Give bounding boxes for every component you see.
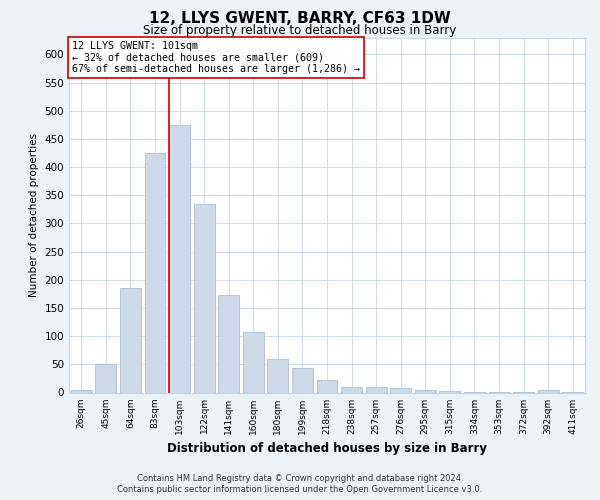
Bar: [439, 391, 460, 392]
Bar: [292, 368, 313, 392]
Bar: [71, 390, 92, 392]
Bar: [415, 390, 436, 392]
Bar: [194, 204, 215, 392]
Bar: [243, 332, 264, 392]
Text: Size of property relative to detached houses in Barry: Size of property relative to detached ho…: [143, 24, 457, 37]
Bar: [218, 295, 239, 392]
Text: 12, LLYS GWENT, BARRY, CF63 1DW: 12, LLYS GWENT, BARRY, CF63 1DW: [149, 11, 451, 26]
Bar: [538, 390, 559, 392]
Bar: [390, 388, 411, 392]
Bar: [341, 387, 362, 392]
Bar: [169, 125, 190, 392]
X-axis label: Distribution of detached houses by size in Barry: Distribution of detached houses by size …: [167, 442, 487, 455]
Bar: [317, 380, 337, 392]
Text: Contains HM Land Registry data © Crown copyright and database right 2024.
Contai: Contains HM Land Registry data © Crown c…: [118, 474, 482, 494]
Bar: [365, 387, 386, 392]
Bar: [145, 153, 166, 392]
Text: 12 LLYS GWENT: 101sqm
← 32% of detached houses are smaller (609)
67% of semi-det: 12 LLYS GWENT: 101sqm ← 32% of detached …: [71, 41, 359, 74]
Bar: [120, 288, 141, 393]
Y-axis label: Number of detached properties: Number of detached properties: [29, 133, 39, 297]
Bar: [95, 364, 116, 392]
Bar: [268, 358, 289, 392]
